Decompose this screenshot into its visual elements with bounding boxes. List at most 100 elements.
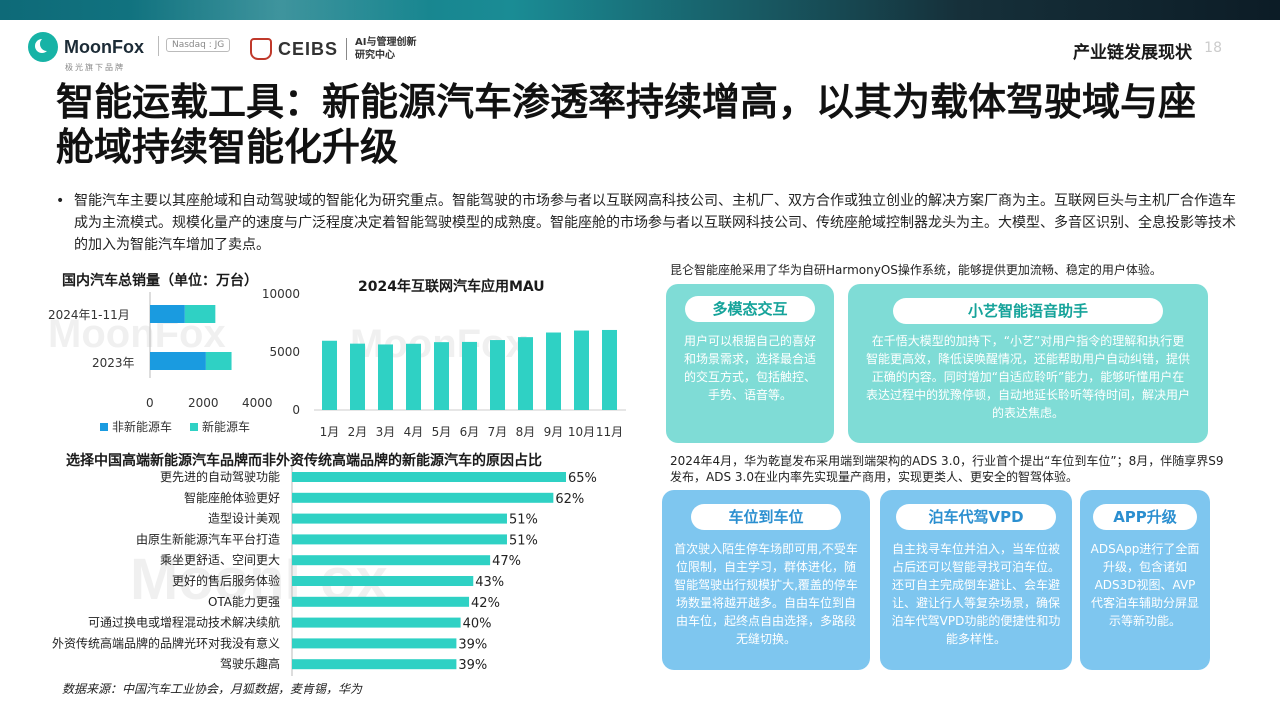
mau-xtick: 4月 [404, 425, 424, 439]
reasons-bar [292, 472, 566, 482]
page-number: 18 [1204, 40, 1222, 56]
mau-xtick: 10月 [568, 425, 595, 439]
reasons-category-label: 造型设计美观 [208, 512, 280, 526]
partner-name: CEIBS [278, 38, 339, 59]
mau-bar [574, 330, 589, 410]
mau-xtick: 9月 [544, 425, 564, 439]
reasons-category-label: 由原生新能源汽车平台打造 [136, 531, 280, 546]
mau-xtick: 8月 [516, 425, 536, 439]
cockpit-note: 昆仑智能座舱采用了华为自研HarmonyOS操作系统，能够提供更加流畅、稳定的用… [670, 263, 1162, 277]
reasons-category-label: 外资传统高端品牌的品牌光环对我没有意义 [52, 635, 280, 650]
reasons-bar [292, 576, 474, 586]
feature-card-voice-assistant: 小艺智能语音助手 在千悟大模型的加持下，“小艺”对用户指令的理解和执行更智能更高… [848, 284, 1208, 443]
mau-bar [602, 329, 617, 410]
mau-ytick: 0 [292, 403, 300, 417]
brand-sub: 极光旗下品牌 [65, 63, 125, 72]
sales-legend-item: 非新能源车 [100, 418, 172, 435]
reasons-bar [292, 596, 470, 607]
reasons-value-label: 40% [463, 617, 492, 632]
sales-bar-segment [205, 352, 232, 370]
sales-xtick: 4000 [242, 396, 273, 410]
ads-note: 2024年4月，华为乾崑发布采用端到端架构的ADS 3.0，行业首个提出“车位到… [670, 454, 1224, 484]
mau-bar [462, 341, 477, 410]
reasons-bar [292, 638, 457, 649]
sales-bar-segment [150, 305, 185, 323]
brand-name: MoonFox [64, 37, 144, 57]
data-source: 数据来源：中国汽车工业协会，月狐数据，麦肯锡，华为 [62, 682, 363, 696]
header-divider [158, 36, 159, 56]
mau-xtick: 2月 [348, 425, 368, 439]
mau-bar [546, 332, 561, 410]
card-title: 小艺智能语音助手 [893, 298, 1163, 324]
mau-bar [322, 340, 337, 410]
card-text: ADSApp进行了全面升级，包含诸如ADS3D视图、AVP代客泊车辅助分屏显示等… [1090, 542, 1200, 628]
reasons-category-label: 更好的售后服务体验 [172, 573, 280, 588]
mau-ytick: 5000 [269, 345, 300, 359]
card-title: 多模态交互 [685, 296, 815, 322]
bullet-text: 智能汽车主要以其座舱域和自动驾驶域的智能化为研究重点。智能驾驶的市场参与者以互联… [74, 193, 1236, 253]
reasons-value-label: 51% [509, 513, 538, 528]
mau-xtick: 5月 [432, 425, 452, 439]
sales-bar-segment [150, 352, 206, 370]
intro-bullet: • 智能汽车主要以其座舱域和自动驾驶域的智能化为研究重点。智能驾驶的市场参与者以… [56, 190, 1236, 256]
card-text: 用户可以根据自己的喜好和场景需求，选择最合适的交互方式，包括触控、手势、语音等。 [683, 334, 816, 402]
mau-xtick: 11月 [596, 425, 623, 439]
sales-chart-title: 国内汽车总销量（单位：万台） [62, 273, 258, 289]
reasons-category-label: 可通过换电或增程混动技术解决续航 [88, 615, 280, 630]
card-title: 车位到车位 [691, 504, 841, 530]
ceibs-seal-icon [250, 38, 272, 60]
mau-bar [350, 343, 365, 410]
reasons-value-label: 65% [568, 471, 597, 486]
partner-sub: AI与管理创新 研究中心 [355, 37, 417, 61]
reasons-chart: 更先进的自动驾驶功能 65% 智能座舱体验更好 62% 造型设计美观 51% 由原生新能源汽… [52, 466, 597, 676]
sales-category-label: 2024年1-11月 [48, 308, 130, 322]
mau-bar [406, 343, 421, 410]
reasons-bar [292, 492, 554, 503]
sales-xtick: 0 [146, 396, 154, 410]
reasons-bar [292, 617, 461, 628]
reasons-value-label: 39% [458, 658, 487, 673]
reasons-category-label: 乘坐更舒适、空间更大 [160, 553, 280, 567]
feature-card-app-upgrade: APP升级 ADSApp进行了全面升级，包含诸如ADS3D视图、AVP代客泊车辅… [1080, 490, 1210, 670]
sales-bar-segment [184, 305, 216, 323]
reasons-value-label: 62% [555, 492, 584, 507]
mau-xtick: 3月 [376, 425, 396, 439]
sales-legend-item: 新能源车 [190, 418, 250, 435]
mau-chart: 0 5000 10000 1月 2月 3月 4月 5月 6月 7月 8月 9月 10月 11月 [262, 287, 626, 439]
bullet-dot: • [56, 193, 65, 209]
mau-bar [490, 340, 505, 410]
mau-ytick: 10000 [262, 287, 300, 301]
feature-card-multimodal: 多模态交互 用户可以根据自己的喜好和场景需求，选择最合适的交互方式，包括触控、手… [666, 284, 834, 443]
top-banner [0, 0, 1280, 20]
section-title: 产业链发展现状 [1073, 43, 1192, 63]
partner-logo: CEIBS AI与管理创新 研究中心 [250, 36, 421, 62]
feature-card-parking-to-parking: 车位到车位 首次驶入陌生停车场即可用,不受车位限制，自主学习，群体进化，随智能驾… [662, 490, 870, 670]
reasons-bar [292, 555, 491, 566]
reasons-category-label: 驾驶乐趣高 [220, 656, 280, 671]
sales-category-label: 2023年 [92, 356, 135, 370]
reasons-category-label: 智能座舱体验更好 [184, 490, 280, 505]
mau-bar [434, 342, 449, 410]
reasons-bar [292, 513, 507, 524]
reasons-value-label: 51% [509, 533, 538, 548]
card-text: 首次驶入陌生停车场即可用,不受车位限制，自主学习，群体进化，随智能驾驶出行规模扩… [674, 542, 858, 646]
reasons-chart-title: 选择中国高端新能源汽车品牌而非外资传统高端品牌的新能源汽车的原因占比 [66, 453, 542, 469]
sales-chart [149, 292, 232, 378]
reasons-bar [292, 659, 457, 670]
reasons-category-label: OTA能力更强 [208, 595, 280, 609]
mau-xtick: 7月 [488, 425, 508, 439]
moonfox-logo: MoonFox 极光旗下品牌 [28, 32, 144, 72]
mau-bar [378, 344, 393, 410]
card-title: 泊车代驾VPD [896, 504, 1056, 530]
reasons-bar [292, 534, 507, 545]
feature-card-vpd: 泊车代驾VPD 自主找寻车位并泊入，当车位被占后还可以智能寻找可泊车位。还可自主… [880, 490, 1072, 670]
reasons-value-label: 42% [471, 596, 500, 611]
reasons-value-label: 47% [492, 554, 521, 569]
reasons-value-label: 43% [475, 575, 504, 590]
page-title: 智能运载工具：新能源汽车渗透率持续增高，以其为载体驾驶域与座舱域持续智能化升级 [56, 80, 1197, 169]
mau-xtick: 6月 [460, 425, 480, 439]
mau-bar [518, 337, 533, 410]
card-text: 在千悟大模型的加持下，“小艺”对用户指令的理解和执行更智能更高效，降低误唤醒情况… [866, 334, 1191, 420]
mau-xtick: 1月 [320, 425, 340, 439]
mau-chart-title: 2024年互联网汽车应用MAU [358, 279, 545, 295]
